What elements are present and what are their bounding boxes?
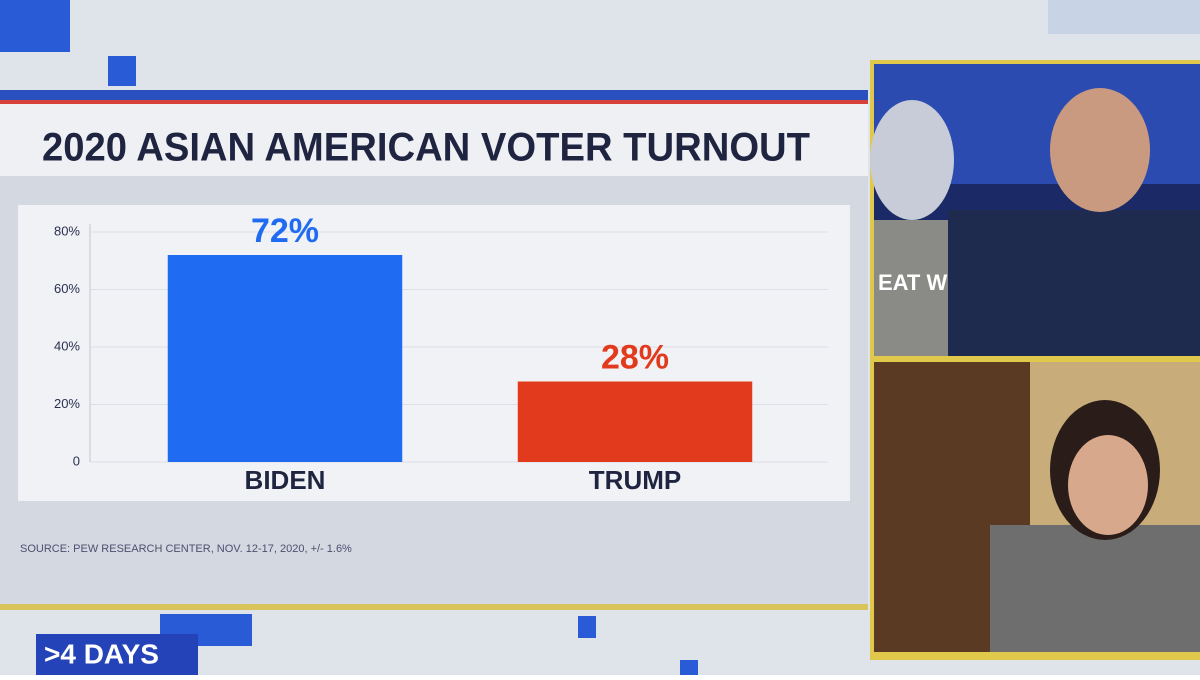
y-tick-label: 80% — [54, 223, 80, 238]
deco-block — [108, 56, 136, 86]
banner-box — [36, 634, 198, 675]
top-stripe — [0, 90, 868, 100]
deco-block — [1048, 0, 1200, 34]
value-label: 72% — [251, 212, 319, 250]
title-band — [0, 104, 868, 176]
banner-text: >4 DAYS — [44, 638, 159, 669]
anchor-suit — [948, 210, 1200, 356]
top-stripe — [0, 100, 868, 104]
deco-block — [0, 0, 70, 52]
anchor-face — [1050, 88, 1150, 212]
bar — [167, 255, 403, 462]
guest-face — [1068, 435, 1148, 535]
y-tick-label: 20% — [54, 396, 80, 411]
bar — [517, 381, 753, 462]
bottom-stripe — [0, 604, 868, 610]
capitol — [870, 100, 954, 220]
y-tick-label: 40% — [54, 338, 80, 353]
y-tick-label: 0 — [73, 453, 80, 468]
deco-block — [578, 616, 596, 638]
x-tick-label: BIDEN — [245, 465, 326, 495]
value-label: 28% — [601, 338, 669, 376]
y-tick-label: 60% — [54, 281, 80, 296]
x-tick-label: TRUMP — [589, 465, 681, 495]
chart-title: 2020 ASIAN AMERICAN VOTER TURNOUT — [42, 126, 810, 170]
guest-jacket — [990, 525, 1200, 652]
deco-block — [680, 660, 698, 675]
source-note: SOURCE: PEW RESEARCH CENTER, NOV. 12-17,… — [20, 543, 352, 555]
